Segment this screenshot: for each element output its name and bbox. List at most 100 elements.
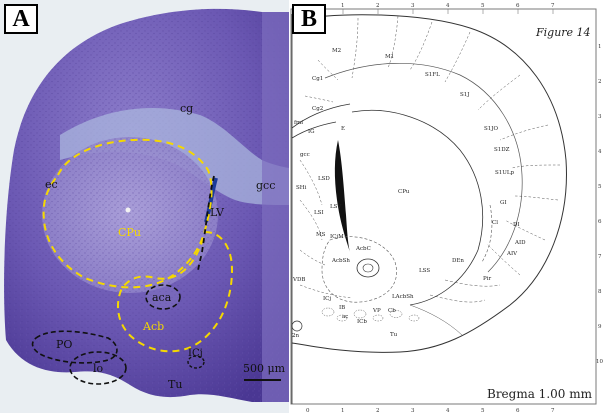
atlas-label-gcc: gcc: [300, 152, 310, 158]
bottom-tick-labels: 0 1 2 3 4 5 6 7: [306, 408, 555, 413]
atlas-anterior-commissure-core: [362, 263, 374, 273]
atlas-label-shi: SHi: [296, 185, 307, 191]
bottom-tick-2: 2: [376, 408, 380, 413]
panel-b-badge: B: [292, 4, 326, 34]
atlas-label-lss: LSS: [419, 268, 430, 274]
top-tick-3: 3: [411, 3, 415, 9]
atlas-label-ib: IB: [339, 305, 345, 311]
atlas-label-s1dz: S1DZ: [494, 147, 510, 153]
label-aca: aca: [152, 291, 172, 304]
panel-b-atlas: 1 2 3 4 5 6 7 1 2 3 4 5 6 7 8 9 10 0 1 2…: [289, 0, 605, 413]
label-tu: Tu: [168, 378, 182, 391]
atlas-label-cg1: Cg1: [312, 76, 323, 82]
bottom-tick-4: 4: [446, 408, 450, 413]
atlas-label-lacbsh: LAcbSh: [392, 294, 414, 300]
bregma-label: Bregma 1.00 mm: [487, 387, 593, 401]
label-gcc: gcc: [256, 179, 275, 192]
top-tick-2: 2: [376, 3, 380, 9]
label-cpu: CPu: [118, 226, 141, 239]
atlas-label-ig: IG: [308, 129, 315, 135]
lo-outline: [69, 351, 127, 385]
atlas-lateral-ventricle: [334, 140, 350, 252]
right-tick-3: 3: [598, 114, 602, 120]
atlas-cortex-boundary: [324, 63, 523, 273]
bottom-tick-7: 7: [551, 408, 555, 413]
label-lv: LV: [210, 206, 225, 219]
bottom-tick-3: 3: [411, 408, 415, 413]
atlas-septal-lines: [299, 159, 353, 299]
atlas-label-e: E: [341, 126, 345, 132]
right-tick-7: 7: [598, 254, 602, 260]
scale-bar-label: 500 μm: [243, 362, 286, 375]
atlas-striatum-boundary: [351, 109, 484, 306]
panel-a-badge: A: [4, 4, 38, 34]
atlas-label-vp: VP: [372, 308, 381, 314]
figure-number-label: Figure 14: [535, 26, 591, 39]
label-po: PO: [56, 338, 72, 351]
atlas-label-cg2: Cg2: [312, 106, 323, 112]
atlas-claustrum: [481, 204, 493, 263]
atlas-label-s1fl: S1FL: [425, 72, 440, 78]
atlas-label-pir: Pir: [483, 276, 491, 282]
right-tick-9: 9: [598, 324, 602, 330]
atlas-label-icjm: ICjM: [330, 234, 344, 240]
atlas-corpus-callosum-inner: [291, 121, 337, 139]
bottom-tick-0: 0: [306, 408, 310, 413]
midline-strip: [262, 12, 289, 402]
icj-outline: [187, 355, 205, 369]
top-tick-4: 4: [446, 3, 450, 9]
acb-outline: [117, 230, 234, 353]
right-tick-2: 2: [598, 79, 602, 85]
panel-b-frame: [290, 8, 597, 405]
panel-a-histology: cg ec gcc LV CPu aca Acb PO lo ICj Tu 50…: [0, 0, 289, 413]
atlas-hemisphere-outline: [291, 14, 567, 353]
atlas-label-icb: ICb: [357, 319, 367, 325]
right-tick-4: 4: [598, 149, 602, 155]
label-cg: cg: [180, 102, 193, 115]
atlas-label-acbc: AcbC: [355, 246, 371, 252]
aca-outline: [145, 284, 181, 310]
atlas-label-den: DEn: [452, 258, 464, 264]
atlas-islands-calleja: [321, 307, 420, 322]
atlas-label-m1: M1: [385, 54, 394, 60]
atlas-label-2n: 2n: [292, 333, 299, 339]
atlas-label-s1ulp: S1ULp: [495, 170, 515, 176]
top-tick-labels: 1 2 3 4 5 6 7: [341, 3, 555, 9]
atlas-label-ms: MS: [316, 232, 326, 238]
bottom-tick-1: 1: [341, 408, 345, 413]
atlas-label-cpu: CPu: [398, 189, 410, 195]
atlas-label-cb: Cb: [388, 308, 396, 314]
atlas-label-tu: Tu: [390, 332, 398, 338]
atlas-ventral-lines: [409, 279, 501, 336]
atlas-label-acbsh: AcbSh: [331, 258, 350, 264]
striatum-speckle: [42, 137, 218, 293]
atlas-label-lsd: LSD: [318, 176, 330, 182]
right-tick-10: 10: [596, 359, 603, 365]
right-tick-8: 8: [598, 289, 602, 295]
vessel-dot: [125, 207, 131, 213]
right-tick-labels: 1 2 3 4 5 6 7 8 9 10: [596, 44, 603, 365]
bottom-tick-6: 6: [516, 408, 520, 413]
top-tick-7: 7: [551, 3, 555, 9]
atlas-label-gi: GI: [500, 200, 507, 206]
atlas-label-di: DI: [513, 222, 520, 228]
lv-outline: [197, 175, 215, 273]
right-tick-1: 1: [598, 44, 602, 50]
atlas-label-cl: Cl: [492, 220, 498, 226]
atlas-label-fmi: fmi: [294, 120, 303, 126]
top-tick-6: 6: [516, 3, 520, 9]
label-icj: ICj: [188, 348, 203, 359]
bottom-tick-5: 5: [481, 408, 485, 413]
label-ec: ec: [45, 178, 58, 191]
atlas-label-ac: ac: [342, 314, 348, 320]
atlas-label-vdb: VDB: [292, 277, 305, 283]
top-tick-1: 1: [341, 3, 345, 9]
atlas-label-m2: M2: [332, 48, 341, 54]
atlas-region-labels: M2 M1 Cg1 Cg2 S1FL S1J S1JO S1DZ S1ULp I…: [292, 48, 526, 339]
atlas-label-aiv: AIV: [506, 251, 518, 257]
label-acb: Acb: [142, 320, 164, 333]
atlas-label-lsv: LSV: [330, 204, 342, 210]
atlas-label-s1j: S1J: [460, 92, 469, 98]
cpu-outline: [42, 138, 213, 289]
